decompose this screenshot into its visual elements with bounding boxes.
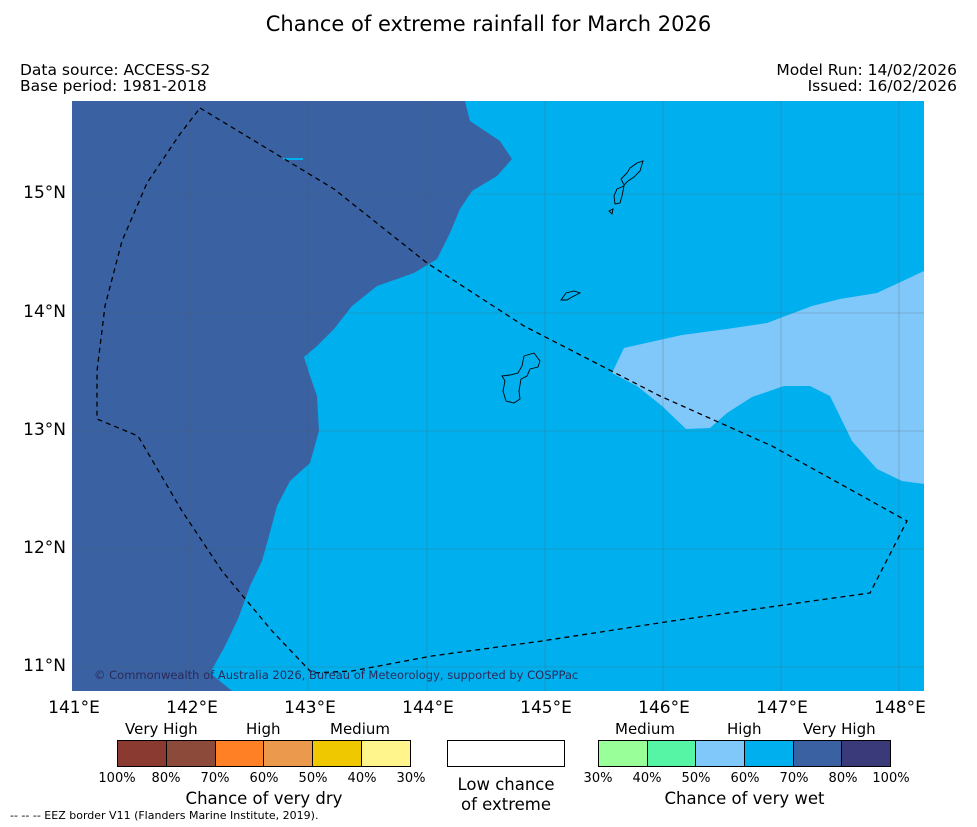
dry-colorbar bbox=[117, 740, 411, 767]
eez-footnote: -- -- -- EEZ border V11 (Flanders Marine… bbox=[10, 809, 319, 822]
wet-pct: 100% bbox=[872, 771, 910, 786]
x-tick-145e: 145°E bbox=[520, 698, 572, 718]
wet-level-high: High bbox=[727, 720, 762, 738]
y-tick-13n: 13°N bbox=[23, 420, 66, 440]
dry-swatch bbox=[362, 741, 410, 766]
wet-swatch bbox=[793, 741, 843, 766]
y-tick-12n: 12°N bbox=[23, 538, 66, 558]
very-high-wet-region bbox=[72, 101, 512, 691]
issued-label: Issued: 16/02/2026 bbox=[807, 77, 957, 95]
wet-pct: 50% bbox=[681, 771, 711, 786]
x-tick-143e: 143°E bbox=[284, 698, 336, 718]
wet-swatch bbox=[599, 741, 648, 766]
map-canvas: © Commonwealth of Australia 2026, Bureau… bbox=[72, 101, 924, 691]
wet-level-very-high: Very High bbox=[803, 720, 876, 738]
dry-pct: 60% bbox=[249, 771, 279, 786]
dry-swatch bbox=[166, 741, 216, 766]
low-chance-label-1: Low chance bbox=[457, 775, 555, 794]
island-aguijan bbox=[608, 208, 614, 215]
dry-pct: 50% bbox=[298, 771, 328, 786]
wet-swatch bbox=[842, 741, 891, 766]
x-tick-146e: 146°E bbox=[638, 698, 690, 718]
x-tick-141e: 141°E bbox=[48, 698, 100, 718]
y-tick-15n: 15°N bbox=[23, 183, 66, 203]
rainfall-map[interactable]: © Commonwealth of Australia 2026, Bureau… bbox=[72, 101, 924, 691]
data-source-label: Data source: ACCESS-S2 bbox=[20, 61, 211, 79]
dry-pct: 100% bbox=[98, 771, 136, 786]
dry-swatch bbox=[215, 741, 265, 766]
wet-pct: 60% bbox=[730, 771, 760, 786]
eez-border bbox=[96, 107, 908, 674]
medium-wet-region bbox=[612, 271, 924, 484]
wet-pct: 40% bbox=[632, 771, 662, 786]
wet-swatch bbox=[696, 741, 746, 766]
model-run-label: Model Run: 14/02/2026 bbox=[776, 61, 957, 79]
chart-title: Chance of extreme rainfall for March 202… bbox=[265, 12, 712, 36]
wet-legend-title: Chance of very wet bbox=[664, 789, 825, 808]
dry-pct: 40% bbox=[347, 771, 377, 786]
dry-level-high: High bbox=[246, 720, 281, 738]
dry-pct: 80% bbox=[151, 771, 181, 786]
dry-level-very-high: Very High bbox=[125, 720, 198, 738]
x-tick-148e: 148°E bbox=[874, 698, 926, 718]
islands bbox=[501, 160, 644, 404]
wet-colorbar bbox=[598, 740, 891, 767]
base-period-label: Base period: 1981-2018 bbox=[20, 77, 207, 95]
dry-pct: 70% bbox=[200, 771, 230, 786]
y-tick-11n: 11°N bbox=[23, 656, 66, 676]
wet-pct: 80% bbox=[828, 771, 858, 786]
wet-swatch bbox=[647, 741, 697, 766]
wet-swatch bbox=[745, 741, 794, 766]
island-tinian bbox=[613, 185, 625, 205]
island-guam bbox=[501, 352, 541, 404]
wet-pct: 30% bbox=[583, 771, 613, 786]
x-tick-144e: 144°E bbox=[402, 698, 454, 718]
grid-lines bbox=[72, 101, 924, 691]
dry-pct: 30% bbox=[396, 771, 426, 786]
x-tick-147e: 147°E bbox=[756, 698, 808, 718]
low-chance-label-2: of extreme bbox=[460, 795, 552, 814]
wet-pct: 70% bbox=[779, 771, 809, 786]
wet-level-medium: Medium bbox=[615, 720, 675, 738]
island-saipan bbox=[620, 160, 644, 186]
x-tick-142e: 142°E bbox=[166, 698, 218, 718]
dry-swatch bbox=[313, 741, 363, 766]
dry-swatch bbox=[118, 741, 167, 766]
copyright-notice: © Commonwealth of Australia 2026, Bureau… bbox=[94, 668, 578, 682]
low-chance-swatch bbox=[447, 740, 565, 767]
y-tick-14n: 14°N bbox=[23, 302, 66, 322]
dry-swatch bbox=[264, 741, 314, 766]
dry-level-medium: Medium bbox=[330, 720, 390, 738]
dry-legend-title: Chance of very dry bbox=[185, 789, 343, 808]
island-rota bbox=[560, 290, 582, 301]
